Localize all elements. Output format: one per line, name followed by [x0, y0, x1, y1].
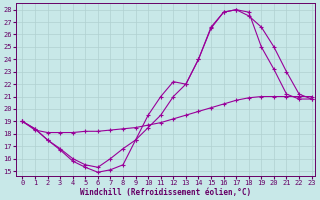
- X-axis label: Windchill (Refroidissement éolien,°C): Windchill (Refroidissement éolien,°C): [80, 188, 251, 197]
